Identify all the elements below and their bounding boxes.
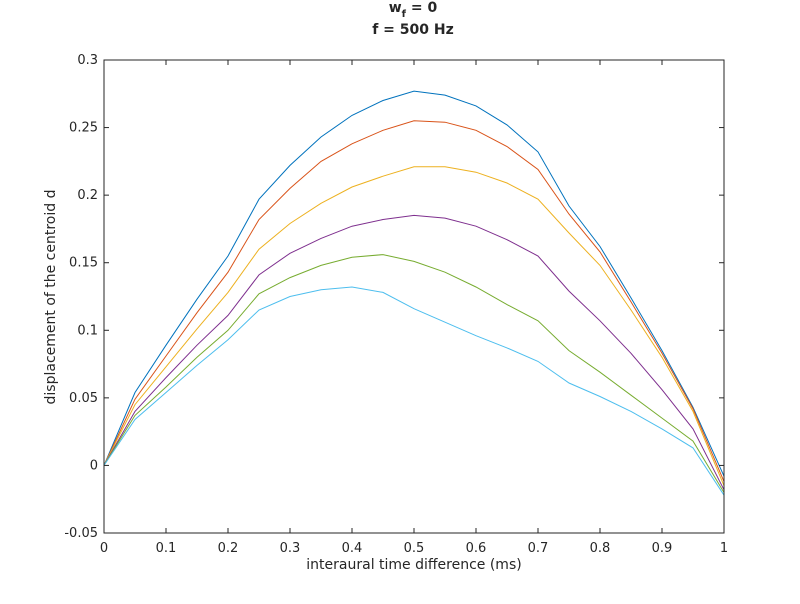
x-tick-label: 0.7: [528, 541, 549, 556]
title-subscript: f: [402, 9, 407, 20]
y-tick-label: 0: [90, 458, 98, 473]
series-line-1: [103, 90, 725, 477]
x-tick-label: 0.2: [218, 541, 239, 556]
x-tick-label: 0.6: [466, 541, 487, 556]
series-line-4: [103, 214, 725, 491]
title-rest: = 0: [406, 0, 437, 16]
y-tick-label: 0.3: [77, 53, 98, 68]
chart-title-line-1: wf = 0: [389, 0, 438, 20]
y-tick-label: 0.15: [69, 256, 98, 271]
x-tick-label: 0.3: [280, 541, 301, 556]
y-tick-label: 0.2: [77, 188, 98, 203]
y-tick-label: -0.05: [64, 526, 98, 541]
x-tick-label: 0.1: [156, 541, 177, 556]
y-axis-ticks: -0.05 0 0.05 0.1 0.15 0.2 0.25 0.3: [64, 53, 724, 541]
plot-area: [103, 90, 725, 496]
series-line-6: [103, 286, 725, 496]
x-tick-label: 0: [100, 541, 108, 556]
title-main-symbol: w: [389, 0, 402, 16]
x-tick-label: 0.4: [342, 541, 363, 556]
axes-box: [103, 59, 725, 534]
x-axis-label: interaural time difference (ms): [306, 557, 521, 573]
chart-title-line-2: f = 500 Hz: [372, 22, 454, 38]
y-axis-label: displacement of the centroid d: [43, 190, 59, 405]
y-tick-label: 0.05: [69, 391, 98, 406]
y-tick-label: 0.25: [69, 121, 98, 136]
y-tick-label: 0.1: [77, 323, 98, 338]
x-axis-ticks: 0 0.1 0.2 0.3 0.4 0.5 0.6 0.7 0.8 0.9 1: [100, 60, 728, 556]
x-tick-label: 0.5: [404, 541, 425, 556]
series-line-5: [103, 254, 725, 493]
x-tick-label: 0.9: [652, 541, 673, 556]
series-line-3: [103, 166, 725, 486]
series-line-2: [103, 120, 725, 482]
x-tick-label: 1: [720, 541, 728, 556]
x-tick-label: 0.8: [590, 541, 611, 556]
